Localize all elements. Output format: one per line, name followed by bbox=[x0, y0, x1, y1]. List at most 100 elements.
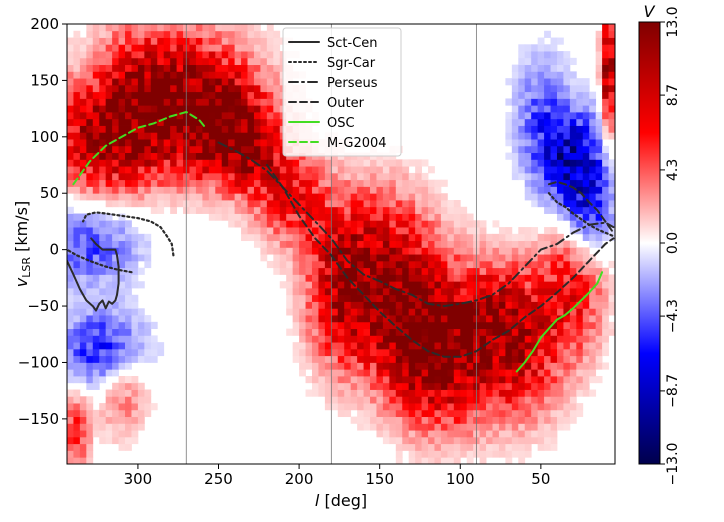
heatmap-cell bbox=[305, 288, 313, 296]
heatmap-cell bbox=[602, 44, 609, 52]
heatmap-cell bbox=[569, 152, 577, 160]
heatmap-cell bbox=[595, 44, 603, 52]
heatmap-cell bbox=[208, 91, 216, 99]
heatmap-cell bbox=[402, 423, 410, 431]
heatmap-cell bbox=[273, 125, 281, 133]
heatmap-cell bbox=[569, 145, 577, 154]
heatmap-cell bbox=[311, 389, 319, 397]
heatmap-cell bbox=[447, 206, 455, 214]
heatmap-cell bbox=[434, 328, 442, 336]
heatmap-cell bbox=[589, 335, 597, 343]
heatmap-cell bbox=[415, 166, 422, 174]
heatmap-cell bbox=[447, 233, 455, 242]
heatmap-cell bbox=[363, 200, 371, 208]
heatmap-cell bbox=[370, 315, 377, 323]
heatmap-cell bbox=[67, 105, 74, 113]
heatmap-cell bbox=[131, 166, 139, 174]
heatmap-cell bbox=[395, 159, 403, 167]
heatmap-cell bbox=[112, 220, 119, 228]
colorbar-ticks: 13.08.74.30.0−4.3−8.7−13.0 bbox=[660, 6, 681, 485]
heatmap-cell bbox=[550, 91, 558, 99]
heatmap-cell bbox=[389, 436, 397, 445]
heatmap-cell bbox=[228, 57, 236, 66]
heatmap-cell bbox=[434, 403, 442, 411]
heatmap-cell bbox=[144, 200, 152, 208]
heatmap-cell bbox=[453, 254, 461, 262]
x-axis-label: l [deg] bbox=[315, 491, 367, 510]
heatmap-cell bbox=[608, 186, 615, 194]
heatmap-cell bbox=[447, 240, 455, 248]
heatmap-cell bbox=[608, 84, 615, 93]
heatmap-cell bbox=[67, 430, 74, 438]
heatmap-cell bbox=[286, 254, 294, 262]
heatmap-cell bbox=[421, 423, 429, 431]
heatmap-cell bbox=[453, 288, 461, 296]
heatmap-cell bbox=[305, 301, 313, 309]
heatmap-cell bbox=[202, 57, 210, 66]
heatmap-cell bbox=[602, 193, 609, 201]
heatmap-cell bbox=[595, 294, 603, 302]
heatmap-cell bbox=[253, 220, 261, 228]
heatmap-cell bbox=[131, 186, 139, 194]
heatmap-cell bbox=[247, 172, 255, 181]
series-outer bbox=[547, 180, 615, 234]
x-tick-label: 150 bbox=[365, 470, 394, 488]
heatmap-cell bbox=[421, 376, 429, 384]
heatmap-cell bbox=[479, 240, 487, 248]
heatmap-cell bbox=[402, 288, 410, 296]
heatmap-cell bbox=[318, 254, 326, 262]
heatmap-cell bbox=[492, 369, 500, 377]
heatmap-cell bbox=[537, 247, 545, 255]
heatmap-cell bbox=[492, 267, 500, 275]
heatmap-cell bbox=[150, 348, 158, 357]
heatmap-cell bbox=[170, 71, 177, 79]
heatmap-cell bbox=[608, 288, 615, 296]
heatmap-cell bbox=[505, 139, 513, 147]
heatmap-cell bbox=[73, 37, 81, 45]
heatmap-cell bbox=[208, 37, 216, 45]
heatmap-cell bbox=[118, 64, 126, 72]
heatmap-cell bbox=[99, 105, 107, 113]
heatmap-cell bbox=[144, 348, 152, 357]
heatmap-cell bbox=[331, 206, 339, 214]
heatmap-cell bbox=[170, 132, 177, 140]
heatmap-cell bbox=[357, 416, 364, 424]
heatmap-cell bbox=[157, 118, 165, 126]
heatmap-cell bbox=[266, 112, 274, 120]
heatmap-cell bbox=[531, 267, 539, 275]
heatmap-cell bbox=[589, 267, 597, 275]
heatmap-cell bbox=[273, 139, 281, 147]
heatmap-cell bbox=[466, 220, 474, 228]
heatmap-cell bbox=[350, 294, 358, 302]
heatmap-cell bbox=[253, 206, 261, 214]
heatmap-cell bbox=[434, 315, 442, 323]
heatmap-cell bbox=[273, 145, 281, 154]
heatmap-cell bbox=[518, 132, 526, 140]
heatmap-cell bbox=[466, 227, 474, 235]
heatmap-cell bbox=[357, 376, 364, 384]
heatmap-cell bbox=[447, 409, 455, 418]
heatmap-cell bbox=[73, 240, 81, 248]
heatmap-cell bbox=[112, 267, 119, 275]
heatmap-cell bbox=[195, 145, 203, 154]
heatmap-cell bbox=[105, 315, 113, 323]
heatmap-cell bbox=[137, 139, 145, 147]
heatmap-cell bbox=[299, 200, 306, 208]
heatmap-cell bbox=[537, 436, 545, 445]
heatmap-cell bbox=[299, 260, 306, 269]
heatmap-cell bbox=[421, 315, 429, 323]
heatmap-cell bbox=[318, 159, 326, 167]
heatmap-cell bbox=[79, 57, 87, 66]
heatmap-cell bbox=[556, 145, 564, 154]
heatmap-cell bbox=[99, 91, 107, 99]
heatmap-cell bbox=[266, 125, 274, 133]
heatmap-cell bbox=[73, 213, 81, 221]
heatmap-cell bbox=[150, 159, 158, 167]
heatmap-cell bbox=[273, 172, 281, 181]
heatmap-cell bbox=[241, 227, 248, 235]
heatmap-cell bbox=[544, 260, 551, 269]
heatmap-cell bbox=[125, 159, 132, 167]
heatmap-cell bbox=[434, 193, 442, 201]
heatmap-cell bbox=[112, 78, 119, 86]
heatmap-cell bbox=[125, 389, 132, 397]
